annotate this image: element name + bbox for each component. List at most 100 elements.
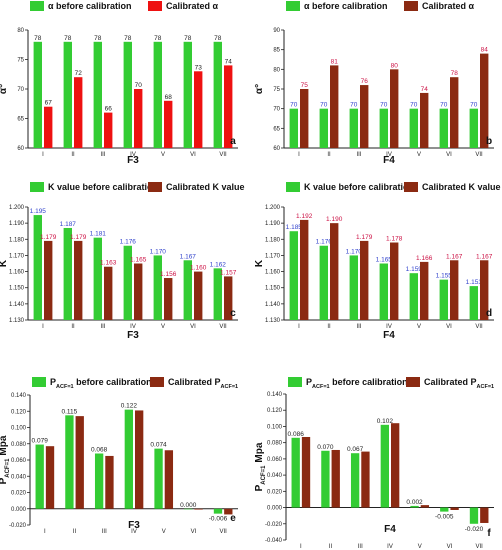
legend-swatch-2 bbox=[406, 377, 420, 387]
y-tick-label: 0.040 bbox=[11, 474, 27, 480]
data-label: 75 bbox=[301, 82, 309, 89]
y-tick-label: -0.020 bbox=[265, 522, 283, 528]
x-tick-label: VI bbox=[190, 324, 196, 330]
data-label: 78 bbox=[34, 35, 42, 42]
data-label: 1.192 bbox=[296, 213, 313, 220]
bar-e-s2-VI bbox=[194, 508, 203, 510]
y-tick-label: 80 bbox=[17, 28, 24, 34]
data-label: 0.067 bbox=[347, 446, 364, 453]
x-tick-label: III bbox=[100, 152, 105, 158]
data-label: 70 bbox=[290, 102, 298, 109]
y-tick-label: 1.130 bbox=[9, 318, 25, 324]
panel-label: f bbox=[487, 528, 491, 539]
y-tick-label: 0.140 bbox=[267, 392, 283, 398]
x-tick-label: III bbox=[356, 324, 361, 330]
x-tick-label: VII bbox=[219, 152, 227, 158]
x-tick-label: VII bbox=[475, 152, 483, 158]
x-tick-label: IV bbox=[130, 324, 136, 330]
data-label: 78 bbox=[184, 35, 192, 42]
y-tick-label: 0.120 bbox=[11, 409, 27, 415]
y-tick-label: 0.120 bbox=[267, 408, 283, 414]
y-tick-label: 60 bbox=[17, 146, 24, 152]
y-tick-label: 1.180 bbox=[9, 237, 25, 243]
bar-e-s1-VI bbox=[184, 508, 193, 510]
bar-a-s2-V bbox=[164, 100, 173, 148]
data-label: 1.159 bbox=[406, 266, 423, 273]
data-label: 1.181 bbox=[90, 231, 107, 238]
bar-c-s1-I bbox=[33, 215, 42, 320]
legend-label-2: Calibrated K value bbox=[422, 182, 501, 192]
legend-swatch-2 bbox=[148, 182, 162, 192]
bar-b-s2-I bbox=[300, 89, 309, 148]
bar-e-s1-IV bbox=[124, 409, 133, 509]
data-label: 0.002 bbox=[406, 499, 423, 506]
bar-a-s1-V bbox=[153, 41, 162, 148]
x-axis-label: F4 bbox=[384, 524, 396, 535]
data-label: 1.185 bbox=[286, 224, 303, 231]
y-tick-label: 70 bbox=[17, 87, 24, 93]
data-label: 1.157 bbox=[220, 269, 237, 276]
y-axis-label: K bbox=[0, 259, 9, 267]
bar-d-s2-IV bbox=[390, 242, 399, 320]
y-tick-label: 1.130 bbox=[265, 318, 281, 324]
x-tick-label: VI bbox=[446, 152, 452, 158]
y-tick-label: 75 bbox=[17, 58, 24, 64]
bar-b-s1-II bbox=[319, 108, 328, 148]
bar-e-s1-III bbox=[94, 453, 104, 509]
x-axis-label: F3 bbox=[127, 330, 139, 341]
data-label: 70 bbox=[470, 102, 478, 109]
bar-f-s1-III bbox=[350, 453, 360, 508]
data-label: 70 bbox=[350, 102, 358, 109]
x-tick-label: VII bbox=[475, 324, 483, 330]
y-tick-label: 1.150 bbox=[9, 286, 25, 292]
bar-b-s1-I bbox=[289, 108, 298, 148]
data-label: 73 bbox=[195, 64, 203, 71]
panel-label: c bbox=[230, 308, 236, 319]
data-label: 0.068 bbox=[91, 447, 108, 454]
bar-a-s1-VI bbox=[183, 41, 192, 148]
bar-f-s1-I bbox=[291, 437, 300, 508]
legend-swatch-1 bbox=[32, 377, 46, 387]
x-tick-label: V bbox=[418, 544, 422, 550]
y-tick-label: 1.160 bbox=[9, 270, 25, 276]
data-label: 1.176 bbox=[316, 239, 333, 246]
data-label: 1.179 bbox=[70, 234, 87, 241]
bar-d-s2-VI bbox=[450, 260, 459, 320]
y-axis-label: α° bbox=[254, 84, 265, 94]
data-label: 0.079 bbox=[32, 438, 49, 445]
x-tick-label: III bbox=[356, 152, 361, 158]
data-label: 0.000 bbox=[180, 502, 197, 509]
x-tick-label: VI bbox=[447, 544, 453, 550]
data-label: 1.151 bbox=[466, 279, 483, 286]
bar-a-s2-IV bbox=[134, 89, 143, 148]
chart-panel-d: K value before calibration Calibrated K v… bbox=[254, 182, 501, 341]
bar-d-s2-III bbox=[360, 240, 369, 320]
bar-d-s2-VII bbox=[480, 260, 489, 320]
data-label: 0.086 bbox=[288, 431, 305, 438]
legend-label-2: Calibrated α bbox=[422, 1, 475, 11]
data-label: 78 bbox=[124, 35, 132, 42]
x-axis-label: F3 bbox=[127, 155, 139, 166]
bar-b-s2-II bbox=[330, 65, 339, 148]
legend-swatch-1 bbox=[30, 1, 44, 11]
y-tick-label: 0.080 bbox=[267, 441, 283, 447]
y-tick-label: 85 bbox=[273, 48, 280, 54]
data-label: 1.160 bbox=[190, 265, 207, 272]
data-label: 1.166 bbox=[416, 255, 433, 262]
x-tick-label: IV bbox=[131, 529, 137, 535]
panel-label: d bbox=[486, 308, 492, 319]
data-label: 1.195 bbox=[30, 208, 47, 215]
bar-c-s1-II bbox=[63, 227, 72, 320]
y-tick-label: 90 bbox=[273, 28, 280, 34]
x-tick-label: VII bbox=[219, 529, 227, 535]
bar-f-s1-VII bbox=[469, 507, 479, 524]
x-axis-label: F3 bbox=[128, 520, 140, 531]
legend-label-2: Calibrated PACF=1 bbox=[424, 377, 494, 390]
bar-c-s2-II bbox=[74, 240, 83, 320]
legend-swatch-1 bbox=[30, 182, 44, 192]
panel-label: a bbox=[230, 136, 236, 147]
bar-f-s1-VI bbox=[440, 507, 449, 512]
legend-label-1: α before calibration bbox=[48, 1, 132, 11]
x-tick-label: VII bbox=[219, 324, 227, 330]
